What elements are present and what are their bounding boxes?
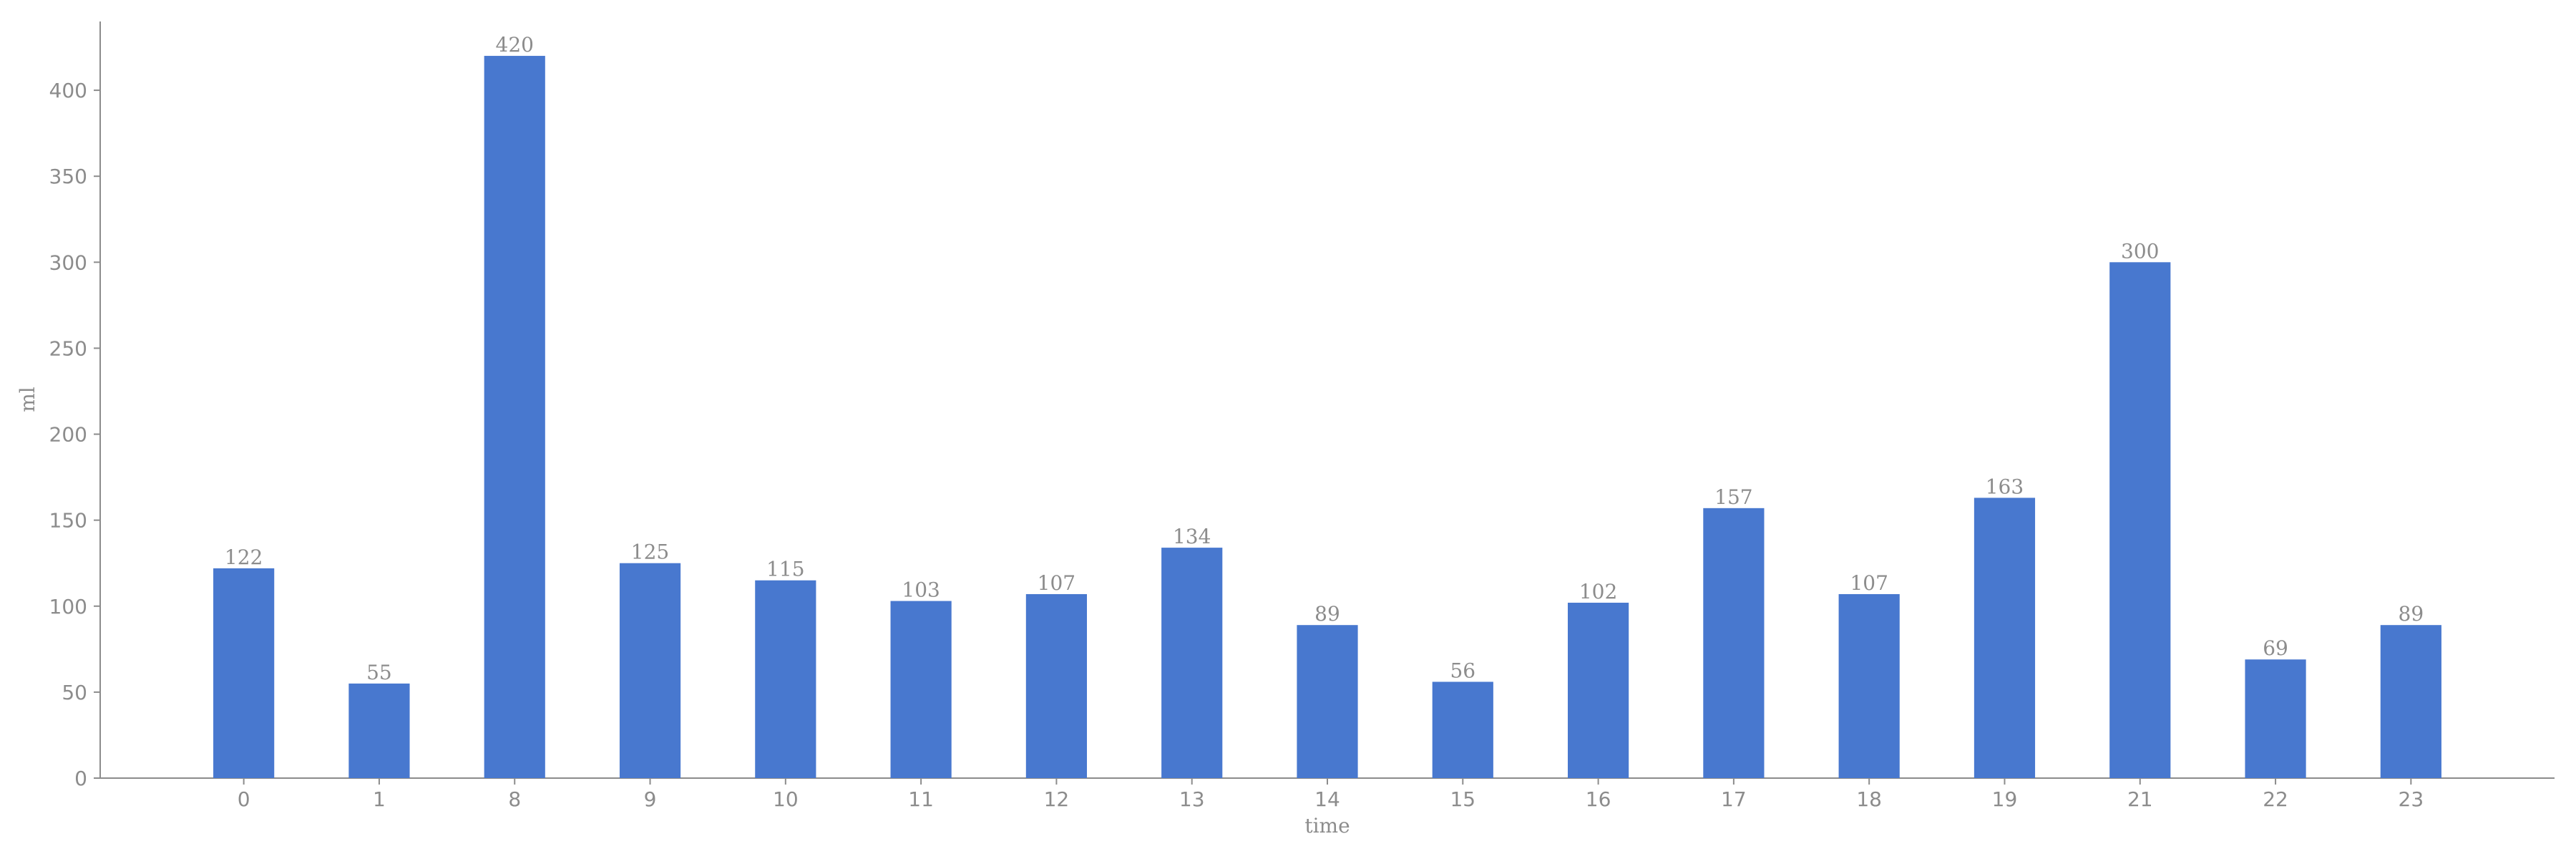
y-tick-label: 350	[49, 165, 87, 188]
bar	[2245, 659, 2306, 778]
x-tick-label: 8	[508, 787, 521, 811]
value-label: 163	[1986, 475, 2024, 498]
y-tick-label: 150	[49, 509, 87, 533]
bar	[2380, 625, 2441, 778]
value-label: 107	[1850, 571, 1888, 595]
bar	[619, 563, 681, 778]
value-label: 420	[496, 33, 534, 57]
x-tick-label: 13	[1179, 787, 1205, 811]
y-tick-label: 100	[49, 595, 87, 618]
value-label: 89	[2399, 602, 2424, 626]
y-tick-label: 0	[74, 767, 87, 790]
x-tick-label: 11	[908, 787, 934, 811]
value-label: 102	[1579, 580, 1617, 603]
value-label: 115	[766, 558, 804, 581]
bar	[213, 568, 275, 778]
x-tick-label: 16	[1586, 787, 1611, 811]
value-label: 103	[902, 578, 940, 602]
x-tick-label: 23	[2399, 787, 2424, 811]
value-label: 125	[631, 540, 669, 564]
y-tick-label: 250	[49, 336, 87, 360]
bar	[1297, 625, 1358, 778]
value-label: 157	[1714, 485, 1752, 509]
value-label: 55	[366, 661, 392, 684]
x-tick-label: 1	[373, 787, 386, 811]
value-label: 122	[225, 545, 263, 569]
bar	[1567, 602, 1629, 778]
x-tick-label: 21	[2127, 787, 2153, 811]
bar	[1703, 508, 1765, 778]
x-tick-label: 22	[2263, 787, 2288, 811]
x-tick-label: 18	[1856, 787, 1882, 811]
value-label: 56	[1450, 659, 1475, 682]
bar	[1838, 593, 1900, 778]
bar	[1025, 593, 1088, 778]
value-label: 300	[2121, 239, 2159, 263]
value-label: 89	[1314, 602, 1340, 626]
x-tick-label: 17	[1721, 787, 1747, 811]
x-tick-label: 14	[1314, 787, 1340, 811]
y-tick-label: 200	[49, 423, 87, 447]
value-label: 107	[1038, 571, 1075, 595]
x-tick-label: 0	[238, 787, 250, 811]
y-tick-label: 400	[49, 79, 87, 102]
bar	[890, 601, 952, 778]
bar	[348, 683, 410, 778]
bar	[1432, 681, 1493, 778]
bar	[755, 580, 816, 778]
bar	[1974, 498, 2036, 778]
x-axis-label: time	[1304, 814, 1350, 838]
bar	[484, 56, 545, 778]
x-tick-label: 19	[1992, 787, 2018, 811]
bar	[2109, 262, 2171, 778]
y-axis-label: ml	[16, 387, 39, 412]
value-label: 134	[1173, 525, 1211, 548]
x-tick-label: 15	[1450, 787, 1475, 811]
y-tick-label: 300	[49, 251, 87, 274]
y-tick-label: 50	[62, 681, 87, 704]
value-label: 69	[2263, 636, 2288, 660]
x-tick-label: 9	[644, 787, 657, 811]
x-tick-label: 12	[1044, 787, 1070, 811]
x-tick-label: 10	[773, 787, 799, 811]
bar	[1161, 548, 1223, 778]
